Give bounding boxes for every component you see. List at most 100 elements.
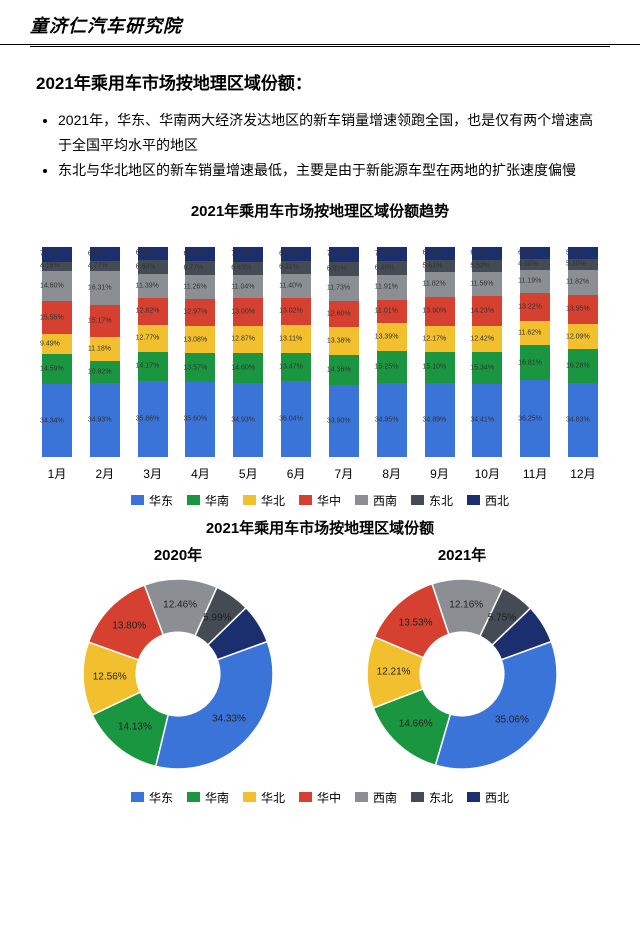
legend-swatch xyxy=(187,792,200,802)
segment-label: 11.82% xyxy=(566,279,589,286)
bar-column: 35.60%13.57%13.08%12.97%11.26%6.77%6.75% xyxy=(181,247,219,457)
bar-segment: 11.56% xyxy=(472,272,502,296)
segment-label: 12.42% xyxy=(470,336,494,343)
bar-segment: 6.60% xyxy=(138,260,168,274)
bar-segment: 34.41% xyxy=(472,384,502,456)
stacked-bar: 34.93%10.82%11.18%15.17%16.31%4.77%6.82% xyxy=(90,247,120,457)
legend-label: 西北 xyxy=(485,789,509,806)
bar-segment: 35.86% xyxy=(138,381,168,456)
segment-label: 12.82% xyxy=(136,308,160,315)
bar-column: 34.83%16.28%12.09%13.95%11.82%5.30%5.73% xyxy=(564,247,602,457)
donut-slice-label: 13.53% xyxy=(399,618,433,629)
bar-segment: 16.28% xyxy=(568,349,598,383)
legend-swatch xyxy=(243,792,256,802)
bar-segment: 11.73% xyxy=(329,276,359,301)
segment-label: 6.31% xyxy=(279,264,299,271)
bar-segment: 33.90% xyxy=(329,385,359,456)
bar-segment: 11.62% xyxy=(520,321,550,345)
bar-segment: 12.09% xyxy=(568,324,598,349)
segment-label: 13.08% xyxy=(183,336,207,343)
segment-label: 10.82% xyxy=(88,368,112,375)
bar-segment: 11.82% xyxy=(568,270,598,295)
stacked-bar-chart: 34.34%14.59%9.49%15.55%14.60%4.16%7.27%3… xyxy=(36,227,604,457)
bar-segment: 11.26% xyxy=(185,275,215,299)
donut-wrap: 2020年34.33%14.13%12.56%13.80%12.46%5.99% xyxy=(48,544,308,779)
bar-segment: 13.39% xyxy=(377,323,407,351)
bar-segment: 13.00% xyxy=(233,298,263,325)
bar-column: 34.93%10.82%11.18%15.17%16.31%4.77%6.82% xyxy=(86,247,124,457)
legend-label: 西南 xyxy=(373,789,397,806)
bar-segment: 5.61% xyxy=(425,260,455,272)
segment-label: 6.52% xyxy=(470,250,490,257)
segment-label: 5.30% xyxy=(566,261,586,268)
segment-label: 7.13% xyxy=(231,251,251,258)
segment-label: 13.11% xyxy=(279,335,302,342)
month-axis: 1月2月3月4月5月6月7月8月9月10月11月12月 xyxy=(36,457,604,482)
bar-column: 34.95%15.25%13.39%11.01%11.91%6.48%7.01% xyxy=(373,247,411,457)
segment-label: 4.88% xyxy=(518,261,538,268)
bar-column: 35.86%14.17%12.77%12.82%11.39%6.60%6.39% xyxy=(134,247,172,457)
bar-segment: 5.30% xyxy=(568,259,598,270)
legend-label: 华南 xyxy=(205,789,229,806)
stacked-bar: 36.25%16.81%11.62%13.22%11.19%4.88%6.03% xyxy=(520,247,550,457)
bar-segment: 15.55% xyxy=(42,301,72,334)
legend-swatch xyxy=(411,495,424,505)
legend-item: 华南 xyxy=(187,492,229,509)
bar-segment: 13.08% xyxy=(185,326,215,353)
bar-segment: 36.04% xyxy=(281,381,311,457)
segment-label: 4.77% xyxy=(88,262,108,269)
bar-segment: 13.22% xyxy=(520,293,550,321)
segment-label: 34.83% xyxy=(566,416,590,423)
segment-label: 7.01% xyxy=(375,250,395,257)
bar-column: 33.90%14.36%13.38%12.60%11.73%6.91%7.12% xyxy=(325,247,363,457)
bar-column: 36.04%13.47%13.11%13.02%11.40%6.31%6.65% xyxy=(277,247,315,457)
segment-label: 13.00% xyxy=(231,308,255,315)
month-label: 7月 xyxy=(325,465,363,482)
stacked-bar: 34.89%15.10%12.17%13.90%11.82%5.61%6.51% xyxy=(425,247,455,457)
segment-label: 34.93% xyxy=(231,416,255,423)
bullet-item: 东北与华北地区的新车销量增速最低，主要是由于新能源车型在两地的扩张速度偏慢 xyxy=(58,158,604,183)
legend-swatch xyxy=(467,792,480,802)
stacked-bar: 35.60%13.57%13.08%12.97%11.26%6.77%6.75% xyxy=(185,247,215,457)
bar-segment: 14.17% xyxy=(138,352,168,382)
month-label: 9月 xyxy=(421,465,459,482)
bar-segment: 7.27% xyxy=(42,247,72,262)
bar-segment: 5.73% xyxy=(568,247,598,259)
bar-segment: 6.31% xyxy=(281,261,311,274)
bar-segment: 11.40% xyxy=(281,274,311,298)
segment-label: 14.59% xyxy=(40,366,64,373)
bar-segment: 6.39% xyxy=(138,247,168,260)
segment-label: 11.18% xyxy=(88,345,111,352)
segment-label: 6.03% xyxy=(518,249,538,256)
donut-year-label: 2020年 xyxy=(154,544,202,565)
month-label: 8月 xyxy=(373,465,411,482)
donut-row: 2020年34.33%14.13%12.56%13.80%12.46%5.99%… xyxy=(36,544,604,779)
bar-segment: 6.03% xyxy=(520,247,550,260)
segment-label: 13.90% xyxy=(423,308,447,315)
donut-chart: 35.06%14.66%12.21%13.53%12.16%5.75% xyxy=(357,569,567,779)
bar-column: 34.89%15.10%12.17%13.90%11.82%5.61%6.51% xyxy=(421,247,459,457)
bar-segment: 34.95% xyxy=(377,383,407,456)
legend-swatch xyxy=(355,792,368,802)
bar-segment: 14.23% xyxy=(472,296,502,326)
stacked-bar: 34.95%15.25%13.39%11.01%11.91%6.48%7.01% xyxy=(377,247,407,457)
bar-segment: 6.43% xyxy=(233,262,263,276)
bar-segment: 7.01% xyxy=(377,247,407,262)
month-label: 5月 xyxy=(229,465,267,482)
bar-segment: 35.60% xyxy=(185,382,215,457)
segment-label: 34.41% xyxy=(470,417,494,424)
segment-label: 13.39% xyxy=(375,334,399,341)
legend-label: 华南 xyxy=(205,492,229,509)
segment-label: 11.04% xyxy=(231,283,254,290)
bar-segment: 7.13% xyxy=(233,247,263,262)
donut-slice-label: 12.16% xyxy=(449,600,483,611)
segment-label: 14.23% xyxy=(470,308,494,315)
segment-label: 34.95% xyxy=(375,416,399,423)
segment-label: 11.19% xyxy=(518,278,541,285)
bar-segment: 11.91% xyxy=(377,275,407,300)
bullet-item: 2021年，华东、华南两大经济发达地区的新车销量增速领跑全国，也是仅有两个增速高… xyxy=(58,108,604,158)
bar-segment: 11.39% xyxy=(138,274,168,298)
segment-label: 9.49% xyxy=(40,340,60,347)
segment-label: 6.60% xyxy=(136,263,156,270)
segment-label: 7.27% xyxy=(40,251,60,258)
